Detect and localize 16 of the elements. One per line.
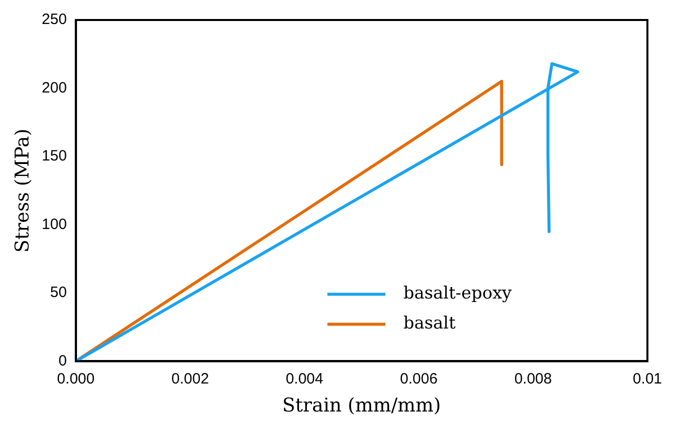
x-tick-label: 0.002 — [171, 370, 209, 388]
y-tick-label: 150 — [42, 148, 67, 165]
y-tick-label: 50 — [50, 284, 67, 302]
x-axis-title: Strain (mm/mm) — [282, 394, 441, 417]
x-tick-label: 0.004 — [286, 370, 324, 388]
y-axis-title: Stress (MPa) — [11, 128, 34, 253]
y-tick-label: 250 — [42, 11, 67, 28]
legend-label: basalt-epoxy — [403, 284, 512, 304]
y-tick-label: 0 — [58, 352, 67, 370]
y-tick-label: 100 — [42, 216, 67, 233]
x-tick-label: 0.008 — [514, 370, 552, 388]
x-tick-label: 0.01 — [632, 370, 662, 388]
x-tick-label: 0.000 — [57, 370, 95, 388]
y-tick-label: 200 — [42, 79, 67, 96]
legend-label: basalt — [403, 314, 456, 334]
x-tick-label: 0.006 — [400, 370, 438, 388]
